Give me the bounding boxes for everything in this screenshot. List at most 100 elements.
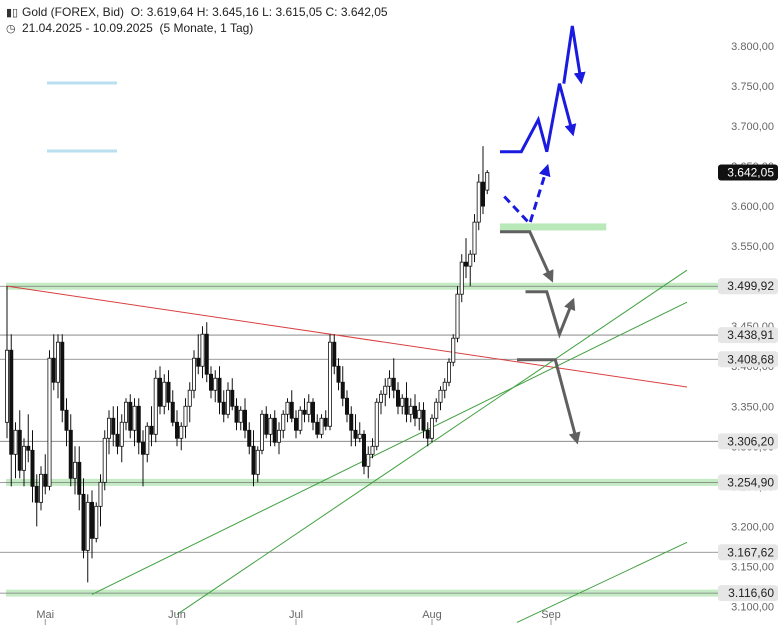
- candle-body: [174, 421, 179, 439]
- scenario-arrow: [503, 163, 551, 227]
- candle-body: [191, 357, 196, 391]
- level-label: 3.499,92: [727, 279, 774, 293]
- candle-body: [157, 377, 162, 407]
- candle-body: [187, 389, 192, 407]
- x-tick-label: Jun: [168, 609, 186, 621]
- candle-body: [9, 349, 14, 455]
- candle-body: [421, 409, 426, 431]
- candle-body: [285, 401, 290, 415]
- candle-body: [81, 493, 86, 551]
- candle-body: [391, 377, 396, 391]
- candle-body: [370, 445, 375, 455]
- candle-body: [349, 413, 354, 431]
- candle-body: [400, 397, 405, 407]
- candle-body: [51, 357, 56, 383]
- candle-body: [119, 421, 124, 447]
- candle-body: [357, 433, 362, 439]
- clock-icon: ◷: [6, 23, 16, 35]
- candle-body: [378, 393, 383, 403]
- candle-body: [281, 413, 286, 431]
- candle-body: [94, 505, 99, 539]
- candle-body: [264, 413, 269, 435]
- candle-body: [404, 397, 409, 415]
- level-label: 3.306,20: [727, 434, 774, 448]
- candle-body: [200, 333, 205, 367]
- candle-body: [145, 425, 150, 455]
- current-price-box: [718, 164, 778, 181]
- candle-body: [213, 377, 218, 391]
- current-price-label: 3.642,05: [727, 165, 774, 179]
- scenario-arrow: [525, 290, 576, 339]
- y-tick-label: 3.550,00: [731, 241, 774, 253]
- candle-body: [47, 357, 52, 487]
- candle-body: [259, 413, 264, 451]
- level-label-box: [718, 327, 778, 344]
- candle-body: [136, 405, 141, 443]
- candle-body: [21, 445, 26, 471]
- candle-body: [128, 401, 133, 431]
- candle-body: [43, 473, 48, 487]
- trend-line: [516, 541, 688, 623]
- candle-body: [140, 441, 145, 455]
- y-tick-label: 3.100,00: [731, 601, 774, 613]
- level-label: 3.408,68: [727, 352, 774, 366]
- candle-body: [417, 409, 422, 419]
- candle-body: [476, 181, 481, 223]
- date-range: 21.04.2025 - 10.09.2025: [22, 21, 153, 35]
- candle-body: [225, 389, 230, 415]
- x-tick-label: Aug: [422, 609, 442, 621]
- candle-body: [319, 417, 324, 435]
- candle-body: [374, 401, 379, 447]
- y-tick-label: 3.150,00: [731, 561, 774, 573]
- candle-body: [361, 433, 366, 467]
- scenario-arrow: [500, 83, 577, 154]
- candle-body: [463, 261, 468, 267]
- candle-body: [234, 405, 239, 423]
- candle-body: [221, 401, 226, 415]
- y-tick-label: 3.200,00: [731, 521, 774, 533]
- candle-body: [132, 405, 137, 431]
- candle-body: [446, 361, 451, 383]
- candle-body: [442, 381, 447, 391]
- candle-body: [344, 397, 349, 415]
- candle-body: [310, 401, 315, 423]
- candle-body: [425, 429, 430, 439]
- candle-body: [327, 341, 332, 427]
- candle-body: [293, 417, 298, 431]
- candle-body: [434, 401, 439, 419]
- y-tick-label: 3.800,00: [731, 41, 774, 53]
- candle-body: [395, 389, 400, 407]
- candle-body: [387, 377, 392, 387]
- candle-body: [268, 417, 273, 435]
- candle-body: [451, 337, 456, 363]
- candle-body: [217, 377, 222, 403]
- candle-body: [153, 377, 158, 435]
- candle-body: [13, 429, 18, 455]
- candle-body: [170, 401, 175, 423]
- candle-body: [77, 461, 82, 495]
- candle-body: [289, 401, 294, 419]
- candle-body: [204, 333, 209, 375]
- candle-body: [34, 485, 39, 503]
- scenario-arrow: [500, 230, 554, 283]
- candle-body: [102, 437, 107, 483]
- candle-body: [26, 445, 31, 451]
- candle-body: [429, 417, 434, 439]
- candle-body: [366, 453, 371, 467]
- candle-body: [162, 381, 167, 407]
- candle-body: [56, 341, 61, 383]
- scenario-arrow: [562, 25, 586, 85]
- scenario-arrow: [517, 358, 581, 445]
- candle-body: [480, 181, 485, 207]
- candle-body: [60, 341, 65, 411]
- candle-body: [90, 501, 95, 539]
- candle-body: [302, 409, 307, 415]
- candle-body: [166, 381, 171, 403]
- level-label: 3.167,62: [727, 545, 774, 559]
- candle-body: [64, 409, 69, 431]
- y-tick-label: 3.700,00: [731, 121, 774, 133]
- level-label-box: [718, 278, 778, 295]
- level-label-box: [718, 351, 778, 368]
- candle-body: [251, 445, 256, 475]
